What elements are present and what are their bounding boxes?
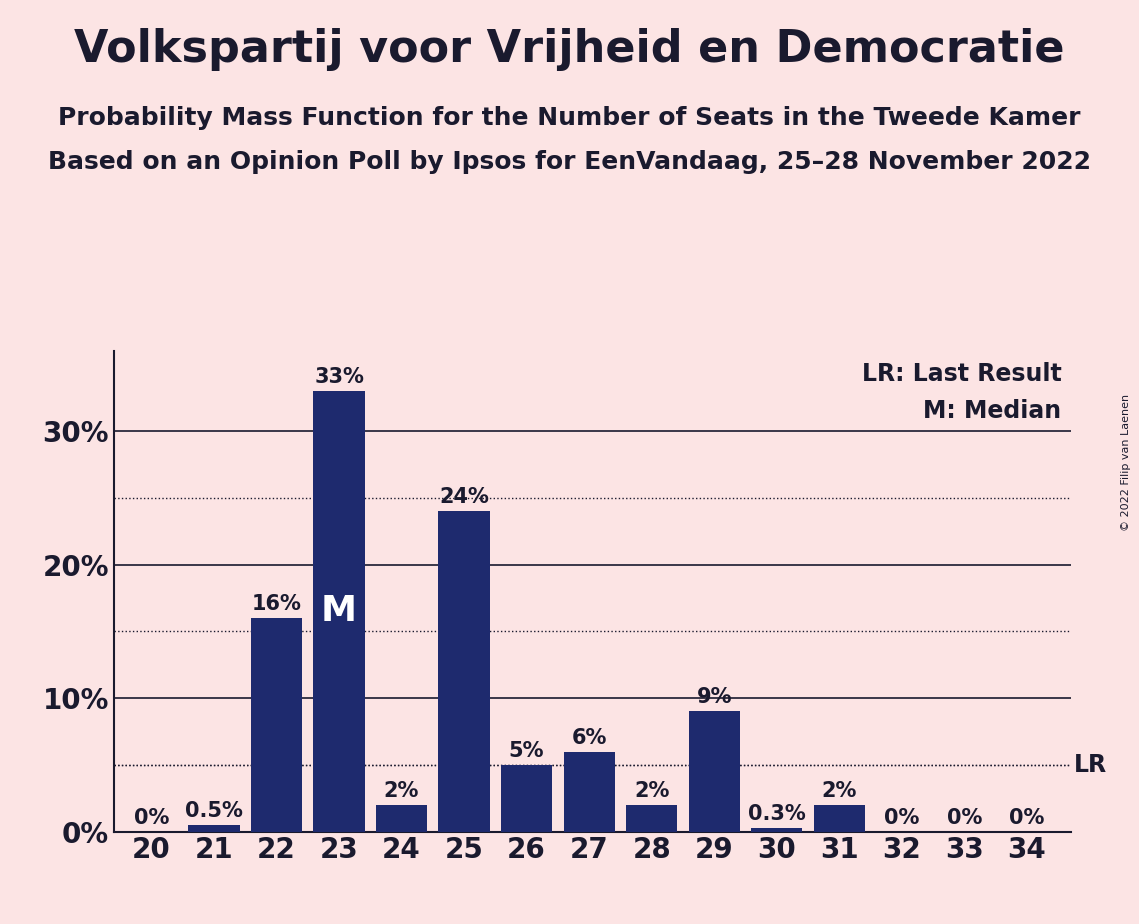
- Text: © 2022 Filip van Laenen: © 2022 Filip van Laenen: [1121, 394, 1131, 530]
- Text: Based on an Opinion Poll by Ipsos for EenVandaag, 25–28 November 2022: Based on an Opinion Poll by Ipsos for Ee…: [48, 150, 1091, 174]
- Text: 0.3%: 0.3%: [748, 804, 805, 823]
- Text: Volkspartij voor Vrijheid en Democratie: Volkspartij voor Vrijheid en Democratie: [74, 28, 1065, 71]
- Text: 0.5%: 0.5%: [185, 801, 243, 821]
- Bar: [251, 618, 302, 832]
- Text: 5%: 5%: [509, 741, 544, 760]
- Text: 6%: 6%: [572, 727, 607, 748]
- Bar: [313, 391, 364, 832]
- Text: 2%: 2%: [384, 781, 419, 801]
- Text: M: Median: M: Median: [923, 399, 1062, 423]
- Text: Probability Mass Function for the Number of Seats in the Tweede Kamer: Probability Mass Function for the Number…: [58, 106, 1081, 130]
- Bar: [439, 511, 490, 832]
- Bar: [751, 828, 802, 832]
- Bar: [188, 825, 239, 832]
- Bar: [376, 805, 427, 832]
- Text: 24%: 24%: [440, 487, 489, 507]
- Text: LR: Last Result: LR: Last Result: [861, 362, 1062, 386]
- Text: LR: LR: [1074, 753, 1107, 777]
- Text: 2%: 2%: [821, 781, 857, 801]
- Bar: [501, 765, 552, 832]
- Bar: [626, 805, 678, 832]
- Text: 2%: 2%: [634, 781, 670, 801]
- Text: 16%: 16%: [252, 594, 302, 614]
- Text: 33%: 33%: [314, 367, 364, 387]
- Bar: [564, 751, 615, 832]
- Text: 9%: 9%: [696, 687, 732, 708]
- Text: 0%: 0%: [947, 808, 982, 828]
- Text: 0%: 0%: [884, 808, 919, 828]
- Bar: [813, 805, 865, 832]
- Text: 0%: 0%: [133, 808, 169, 828]
- Bar: [689, 711, 740, 832]
- Text: M: M: [321, 594, 357, 628]
- Text: 0%: 0%: [1009, 808, 1044, 828]
